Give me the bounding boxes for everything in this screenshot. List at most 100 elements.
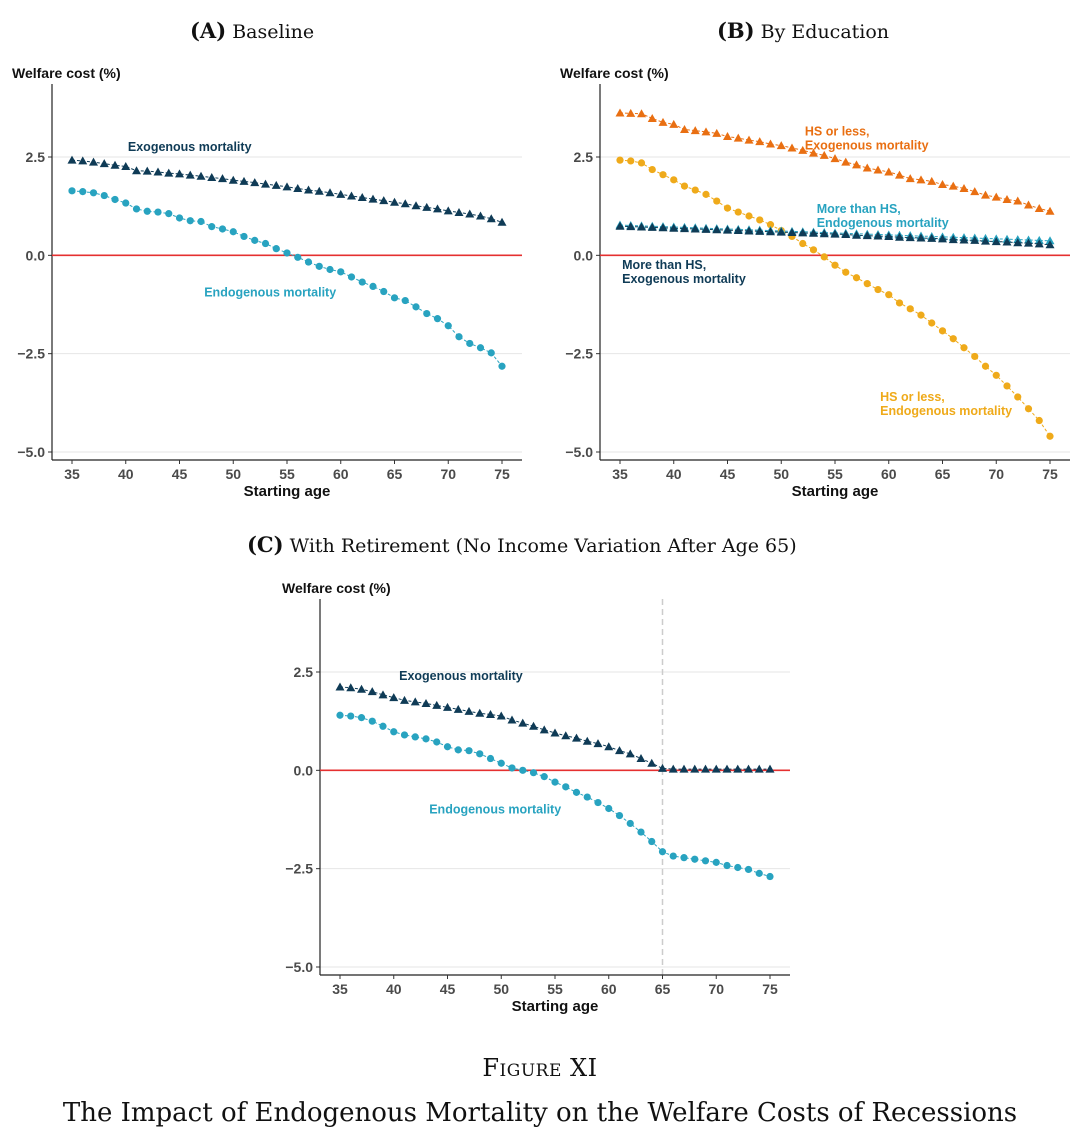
x-tick-label: 70	[440, 466, 456, 482]
data-point-circle	[540, 773, 548, 781]
data-point-triangle	[228, 175, 238, 184]
data-point-triangle	[744, 226, 754, 235]
data-point-circle	[337, 268, 345, 276]
data-point-triangle	[809, 228, 818, 237]
data-point-triangle	[991, 237, 1001, 246]
data-point-triangle	[755, 137, 765, 146]
data-point-triangle	[873, 165, 883, 174]
data-point-circle	[680, 854, 688, 862]
data-point-circle	[938, 327, 947, 335]
panel-a-letter: (A)	[190, 18, 227, 43]
data-point-triangle	[454, 207, 464, 216]
data-point-triangle	[809, 148, 818, 157]
data-point-circle	[412, 303, 420, 311]
data-point-circle	[852, 274, 861, 282]
data-point-triangle	[282, 182, 292, 191]
data-point-circle	[594, 798, 602, 807]
data-point-circle	[842, 268, 850, 276]
data-point-circle	[1003, 382, 1011, 390]
data-point-triangle	[711, 764, 721, 773]
data-point-triangle	[561, 731, 571, 740]
data-point-circle	[831, 261, 839, 269]
data-point-triangle	[680, 124, 689, 133]
data-point-triangle	[668, 764, 678, 773]
data-point-triangle	[679, 764, 689, 773]
data-point-circle	[616, 156, 624, 164]
data-point-triangle	[787, 228, 797, 237]
data-point-circle	[637, 159, 646, 167]
data-point-triangle	[733, 226, 743, 235]
data-point-circle	[949, 335, 957, 343]
data-point-triangle	[701, 224, 711, 233]
y-tick-label: −5.0	[17, 444, 45, 460]
data-point-circle	[400, 731, 409, 739]
data-point-triangle	[1034, 239, 1044, 248]
data-point-triangle	[1045, 206, 1055, 215]
data-point-triangle	[239, 176, 249, 185]
data-point-triangle	[347, 191, 356, 200]
data-point-triangle	[346, 683, 356, 692]
data-point-triangle	[250, 178, 260, 187]
data-point-triangle	[379, 196, 389, 205]
x-tick-label: 45	[720, 466, 736, 482]
series-annotation: Exogenous mortality	[622, 272, 746, 286]
data-point-circle	[411, 733, 419, 741]
x-tick-label: 40	[386, 981, 402, 997]
data-point-triangle	[647, 758, 657, 767]
data-point-circle	[659, 171, 667, 179]
panel-c-svg: Welfare cost (%) 2.5 0.0 −2.5 −5.0 35 40 45 50 55…	[282, 580, 790, 1015]
series-endogenous-mortality	[336, 711, 774, 881]
panel-b-svg: Welfare cost (%) 2.5 0.0 −2.5 −5.0 35 40 45 50 55…	[560, 65, 1070, 500]
data-point-triangle	[658, 763, 667, 772]
data-point-triangle	[637, 222, 646, 231]
data-point-circle	[111, 195, 119, 204]
data-point-circle	[529, 769, 538, 777]
x-tick-label: 75	[1042, 466, 1058, 482]
series-exogenous-mortality	[67, 155, 507, 226]
data-point-circle	[423, 309, 431, 318]
y-tick-label: 2.5	[26, 149, 46, 165]
data-point-circle	[895, 299, 904, 307]
data-point-triangle	[615, 221, 625, 230]
x-tick-label: 65	[655, 981, 671, 997]
data-point-triangle	[766, 227, 775, 236]
panel-b-letter: (B)	[717, 18, 755, 43]
data-point-circle	[917, 311, 925, 319]
data-point-triangle	[819, 229, 829, 238]
data-point-circle	[734, 208, 742, 216]
data-point-triangle	[164, 168, 174, 177]
data-point-triangle	[626, 108, 636, 117]
data-point-triangle	[895, 170, 904, 179]
series-annotation: Endogenous mortality	[880, 404, 1012, 418]
figure-caption: The Impact of Endogenous Mortality on th…	[62, 1098, 1018, 1128]
y-tick-label: 2.5	[574, 149, 594, 165]
data-point-triangle	[625, 749, 635, 758]
series-exogenous-mortality	[335, 682, 775, 773]
data-point-circle	[486, 754, 495, 763]
data-point-circle	[744, 865, 753, 874]
data-point-triangle	[132, 166, 141, 175]
series-annotation: Endogenous mortality	[817, 216, 949, 230]
y-tick-label: 0.0	[294, 762, 314, 778]
data-point-triangle	[304, 185, 313, 194]
data-point-circle	[444, 322, 452, 330]
data-point-triangle	[690, 764, 700, 773]
data-point-circle	[165, 210, 173, 218]
x-tick-label: 75	[762, 981, 778, 997]
data-point-circle	[519, 766, 527, 774]
panel-c-subtitle: With Retirement (No Income Variation Aft…	[289, 535, 797, 557]
data-point-circle	[562, 783, 570, 791]
series-annotation: HS or less,	[805, 124, 870, 138]
data-point-circle	[347, 273, 356, 281]
data-point-triangle	[798, 228, 808, 237]
data-point-circle	[820, 253, 828, 261]
data-point-triangle	[905, 233, 915, 242]
data-point-triangle	[712, 128, 722, 137]
data-point-circle	[572, 788, 581, 796]
data-point-circle	[691, 186, 699, 194]
data-point-circle	[283, 249, 291, 257]
data-point-triangle	[830, 154, 840, 163]
data-point-circle	[1014, 393, 1022, 401]
data-point-circle	[476, 344, 485, 352]
panel-c-title: (C) With Retirement (No Income Variation…	[247, 532, 797, 557]
